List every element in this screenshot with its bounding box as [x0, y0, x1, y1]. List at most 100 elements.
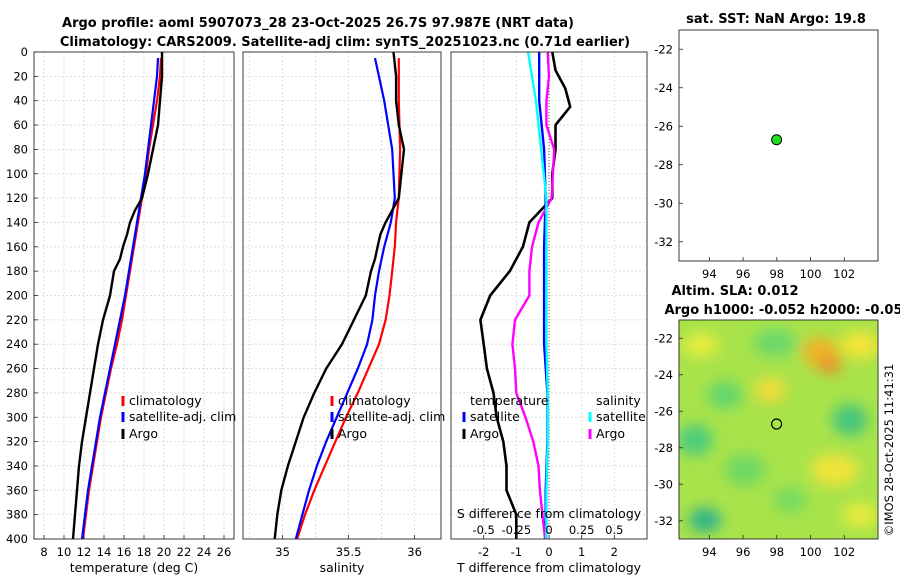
difference-x-tick-label: 0	[545, 545, 552, 559]
depth-tick-label: 100	[6, 167, 28, 181]
difference-top-tick-label: 0	[545, 523, 552, 537]
temperature-argo-line	[71, 52, 164, 540]
salinity-legend-climatology: climatology	[338, 393, 411, 408]
temperature-legend-argo: Argo	[129, 426, 158, 441]
depth-tick-label: 380	[6, 508, 28, 522]
temperature-legend-satellite: satellite-adj. clim	[129, 409, 236, 424]
salinity-satellite-line	[294, 57, 396, 540]
difference-x-tick-label: -1	[511, 545, 522, 559]
sla-map-lat-tick-label: -24	[654, 368, 673, 382]
depth-tick-label: 0	[21, 45, 28, 59]
temperature-grid	[34, 51, 234, 540]
difference-legend-salinity-title: salinity	[596, 393, 641, 408]
difference-legend-temperature-title: temperature	[470, 393, 549, 408]
sst-map-title: sat. SST: NaN Argo: 19.8	[686, 12, 866, 27]
sla-map-lon-tick-label: 102	[833, 545, 855, 559]
temperature-x-tick-label: 8	[40, 545, 47, 559]
depth-tick-label: 220	[6, 313, 28, 327]
temperature-x-tick-label: 24	[197, 545, 212, 559]
sla-field-blob	[798, 430, 822, 450]
depth-tick-label: 400	[6, 532, 28, 546]
sla-field-blob	[840, 331, 878, 359]
sst-map-lat-tick-label: -28	[654, 158, 673, 172]
sst-map-lat-tick-label: -22	[654, 42, 673, 56]
depth-tick-label: 160	[6, 240, 28, 254]
sla-field-blob	[774, 487, 806, 513]
sla-field-blob	[683, 333, 719, 357]
sst-map-lat-tick-label: -32	[654, 235, 673, 249]
difference-top-tick-label: 0.25	[569, 523, 595, 537]
sla-field-blob	[832, 404, 868, 436]
sst-map-lon-tick-label: 98	[769, 267, 784, 281]
difference-x-tick-label: 1	[578, 545, 585, 559]
temperature-x-tick-label: 14	[97, 545, 112, 559]
temperature-x-tick-label: 20	[157, 545, 172, 559]
difference-top-tick-label: -0.25	[501, 523, 531, 537]
depth-tick-label: 300	[6, 410, 28, 424]
difference-salinity-argo-line	[511, 51, 556, 540]
temperature-legend-climatology: climatology	[129, 393, 202, 408]
difference-top-tick-label: 0.5	[605, 523, 623, 537]
sla-field-blob	[811, 454, 859, 486]
sla-heatmap	[679, 320, 878, 539]
salinity-legend-argo: Argo	[338, 426, 367, 441]
copyright-stamp: ©IMOS 28-Oct-2025 11:41:31	[882, 364, 896, 537]
sla-field-blob	[842, 503, 878, 527]
temperature-satellite-line	[80, 58, 160, 540]
sla-map-lat-tick-label: -30	[654, 477, 673, 491]
sla-map-lon-tick-label: 94	[702, 545, 717, 559]
depth-tick-label: 240	[6, 337, 28, 351]
salinity-argo-line	[273, 51, 406, 540]
figure-title-line-2: Climatology: CARS2009. Satellite-adj cli…	[60, 35, 630, 50]
sst-map-axes	[678, 29, 879, 262]
difference-legend-salinity-satellite: satellite	[596, 409, 646, 424]
sla-map-lon-tick-label: 98	[769, 545, 784, 559]
temperature-x-tick-label: 10	[57, 545, 72, 559]
depth-tick-label: 340	[6, 459, 28, 473]
sst-map-lat-tick-label: -24	[654, 81, 673, 95]
sst-map-lat-tick-label: -30	[654, 196, 673, 210]
salinity-grid	[243, 51, 441, 540]
difference-x-tick-label: -2	[478, 545, 489, 559]
depth-tick-label: 60	[13, 118, 28, 132]
temperature-x-tick-label: 26	[217, 545, 232, 559]
difference-top-tick-label: -0.5	[472, 523, 494, 537]
difference-salinity-satellite-line	[526, 51, 549, 539]
sla-field-blob	[818, 356, 842, 374]
depth-tick-label: 200	[6, 289, 28, 303]
salinity-x-label: salinity	[320, 560, 365, 575]
temperature-x-label: temperature (deg C)	[70, 560, 199, 575]
sst-map-lon-tick-label: 94	[702, 267, 717, 281]
sla-field-blob	[689, 508, 721, 532]
depth-tick-label: 360	[6, 483, 28, 497]
temperature-x-tick-label: 18	[137, 545, 152, 559]
depth-tick-label: 120	[6, 191, 28, 205]
sst-map-lon-tick-label: 96	[736, 267, 751, 281]
figure-title-line-1: Argo profile: aoml 5907073_28 23-Oct-202…	[62, 16, 574, 31]
salinity-x-tick-label: 35.5	[336, 545, 362, 559]
salinity-x-tick-label: 36	[407, 545, 422, 559]
sla-field-blob	[679, 424, 713, 456]
temperature-x-tick-label: 16	[117, 545, 132, 559]
sla-field-blob	[725, 454, 765, 486]
sla-field-blob	[754, 378, 786, 402]
sla-heatmap-field	[679, 329, 878, 532]
sla-map-lon-tick-label: 100	[800, 545, 822, 559]
difference-temperature-argo-line	[479, 51, 572, 539]
sla-map-lon-tick-label: 96	[736, 545, 751, 559]
depth-tick-label: 260	[6, 362, 28, 376]
depth-tick-label: 20	[13, 69, 28, 83]
argo-position-marker-sla	[770, 418, 783, 430]
salinity-climatology-line	[296, 58, 402, 540]
sla-map-axes	[678, 319, 879, 540]
sla-map-title-line-1: Altim. SLA: 0.012	[672, 284, 799, 299]
difference-legend-temperature-argo: Argo	[470, 426, 499, 441]
temperature-x-tick-label: 22	[177, 545, 192, 559]
sst-map-lon-tick-label: 102	[833, 267, 855, 281]
sla-field-blob	[707, 381, 743, 409]
sla-map-title-line-2: Argo h1000: -0.052 h2000: -0.058	[664, 303, 900, 318]
difference-x-label: T difference from climatology	[456, 560, 642, 575]
depth-tick-label: 320	[6, 435, 28, 449]
